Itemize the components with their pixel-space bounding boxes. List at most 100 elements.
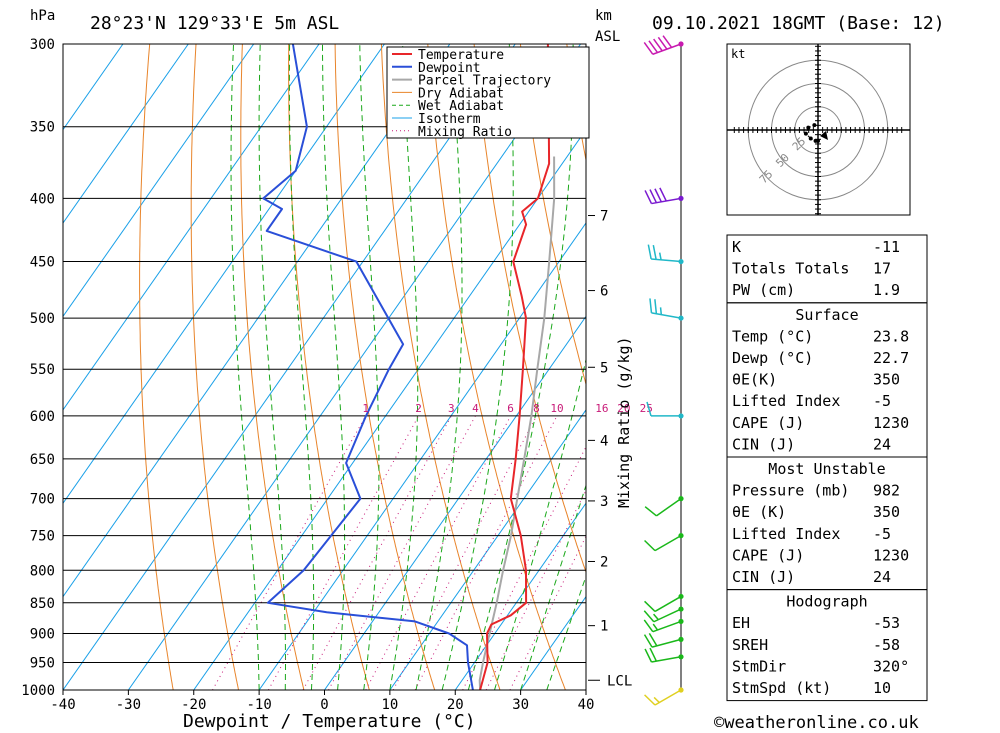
wind-barb-half-feather — [653, 696, 660, 704]
wind-barb-half-feather — [658, 252, 662, 260]
index-row-value: -5 — [873, 525, 891, 543]
index-row-value: 350 — [873, 371, 900, 389]
lcl-label: LCL — [607, 673, 632, 689]
wind-barb-feather — [643, 634, 653, 648]
wet-adiabat-line — [467, 44, 574, 690]
mixing-ratio-value-label: 4 — [472, 402, 479, 415]
wet-adiabat-line — [322, 44, 346, 690]
index-row-value: 10 — [873, 679, 891, 697]
index-row-label: CIN (J) — [732, 435, 795, 453]
dry-adiabat-line — [427, 44, 566, 690]
isotherm-line — [127, 44, 581, 690]
mixing-ratio-value-label: 1 — [362, 402, 369, 415]
wet-adiabat-line — [415, 44, 463, 690]
wind-barb-feather — [644, 506, 657, 517]
index-row-label: StmSpd (kt) — [732, 679, 831, 697]
wind-barb-staff — [654, 595, 682, 613]
wind-barb-feather — [643, 42, 654, 55]
mixing-ratio-line — [328, 415, 476, 690]
wind-barb-feather — [652, 244, 657, 260]
pressure-tick-label: 300 — [30, 37, 55, 53]
parcel-trajectory — [478, 156, 556, 690]
pressure-tick-label: 900 — [30, 626, 55, 642]
wind-barb — [643, 35, 684, 55]
temperature-tick-label: 20 — [447, 697, 464, 713]
isotherm-line — [324, 315, 586, 690]
pressure-tick-label: 500 — [30, 311, 55, 327]
index-row-label: Dewp (°C) — [732, 349, 813, 367]
mixing-ratio-line — [365, 415, 512, 690]
index-row-label: PW (cm) — [732, 281, 795, 299]
dry-adiabat-line — [519, 44, 586, 386]
temperature-tick-label: 40 — [578, 697, 595, 713]
wind-barb — [644, 533, 684, 552]
isotherm-line — [193, 128, 586, 690]
wind-barb — [643, 632, 684, 648]
isotherm-line — [63, 44, 516, 690]
wind-barb-feather — [662, 35, 673, 48]
index-row-label: EH — [732, 614, 750, 632]
km-unit-label: km — [595, 8, 612, 24]
wind-barb-feather — [654, 299, 658, 314]
legend-entry: Dewpoint — [418, 61, 481, 76]
temperature-tick-label: -20 — [181, 697, 206, 713]
datetime-title: 09.10.2021 18GMT (Base: 12) — [652, 13, 945, 34]
legend-entry: Temperature — [418, 48, 504, 63]
index-row-value: 22.7 — [873, 349, 909, 367]
wet-adiabat-line — [288, 44, 315, 690]
wet-adiabat-line — [389, 44, 419, 690]
wind-barb-feather — [644, 648, 653, 663]
wind-barb — [647, 244, 684, 265]
storm-motion-marker — [820, 131, 828, 140]
dry-adiabat-line — [380, 44, 501, 690]
index-row-value: 1230 — [873, 414, 909, 432]
mixing-ratio-value-label: 2 — [415, 402, 422, 415]
wind-barb-half-feather — [653, 613, 659, 621]
altitude-ticks: 7 6 5 4 3 2 1 LCL — [588, 209, 632, 689]
mixing-ratio-axis-title: Mixing Ratio (g/kg) — [615, 336, 633, 508]
index-row-label: Temp (°C) — [732, 327, 813, 345]
wind-barb-feather — [648, 40, 659, 53]
dewpoint-profile — [262, 44, 474, 690]
wind-barb — [646, 401, 684, 419]
location-title: 28°23'N 129°33'E 5m ASL — [90, 13, 339, 34]
pressure-tick-label: 700 — [30, 492, 55, 508]
x-axis-title: Dewpoint / Temperature (°C) — [183, 711, 476, 732]
mixing-ratio-value-label: 16 — [595, 402, 608, 415]
pressure-tick-label: 800 — [30, 563, 55, 579]
wet-adiabat-line — [441, 44, 514, 690]
wind-barb — [649, 298, 684, 321]
index-row-value: 320° — [873, 657, 909, 675]
pressure-tick-label: 550 — [30, 362, 55, 378]
altitude-tick-label: 5 — [600, 360, 608, 376]
wind-barb-feather — [653, 38, 663, 52]
wind-barb-feather — [646, 401, 652, 417]
temperature-tick-label: 0 — [320, 697, 328, 713]
wind-profile — [643, 35, 684, 706]
wind-barb-half-feather — [659, 307, 663, 315]
altitude-tick-label: 7 — [600, 209, 608, 225]
isotherm-line — [63, 44, 385, 505]
pressure-tick-label: 450 — [30, 255, 55, 271]
wind-barb-feather — [649, 189, 658, 204]
surface-section-title: Surface — [795, 306, 858, 324]
legend-entry: Wet Adiabat — [418, 99, 504, 114]
wind-barb-feather — [644, 694, 656, 706]
legend-entry: Dry Adiabat — [418, 86, 504, 101]
mixing-ratio-value-label: 3 — [448, 402, 455, 415]
hodograph-table-box — [726, 589, 928, 702]
legend-entry: Parcel Trajectory — [418, 74, 551, 89]
wind-barb-feather — [644, 600, 656, 612]
altitude-tick-label: 1 — [600, 619, 608, 635]
index-row-value: -11 — [873, 238, 900, 256]
wind-barb-feather — [649, 647, 658, 662]
wind-barb-feather — [654, 188, 662, 203]
wet-adiabat-line — [230, 44, 260, 690]
index-row-label: Lifted Index — [732, 392, 840, 410]
index-row-label: θE (K) — [732, 503, 786, 521]
wind-barb — [644, 687, 684, 706]
index-row-label: CAPE (J) — [732, 414, 804, 432]
hodograph-point — [812, 123, 817, 128]
